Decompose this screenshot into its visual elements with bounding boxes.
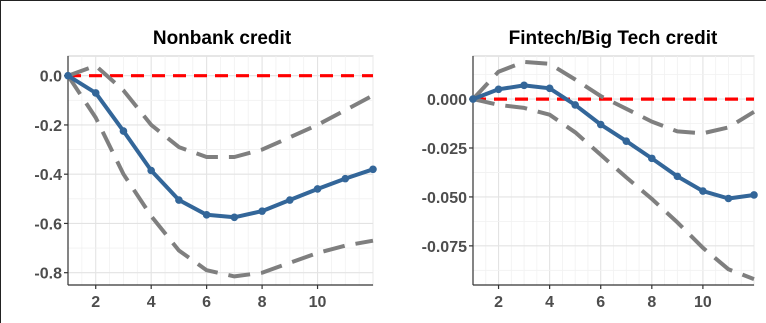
lower-band-series-line	[66, 74, 374, 279]
estimate-point	[494, 85, 503, 94]
estimate-point	[520, 81, 528, 90]
estimate-point	[64, 71, 72, 80]
plot-area	[67, 55, 374, 286]
x-tick-label: 10	[694, 294, 712, 311]
chart-title: Nonbank credit	[153, 28, 292, 49]
y-tick-label: -0.050	[422, 190, 467, 207]
y-tick-label: 0.000	[427, 92, 467, 109]
estimate-point	[147, 166, 155, 175]
estimate-point	[202, 211, 211, 219]
y-tick-label: -0.075	[422, 239, 467, 256]
panel-fintech-bigtech-credit: Fintech/Big Tech credit 0.000 -0.025 -0.05…	[422, 28, 758, 311]
x-tick-label: 2	[494, 294, 503, 311]
estimate-point	[545, 84, 554, 93]
estimate-point	[622, 137, 631, 145]
chart-title: Fintech/Big Tech credit	[509, 28, 718, 49]
estimate-point	[571, 101, 579, 109]
x-tick-label: 8	[647, 294, 656, 311]
y-tick-label: -0.4	[34, 167, 62, 184]
y-tick-label: 0.0	[40, 69, 62, 86]
estimate-point	[469, 95, 477, 103]
estimate-point	[699, 187, 707, 195]
x-tick-label: 4	[545, 294, 554, 311]
x-tick-label: 10	[309, 294, 327, 311]
y-tick-label: -0.025	[422, 141, 467, 158]
estimate-point	[286, 196, 294, 204]
estimate-point	[596, 120, 605, 129]
estimate-point	[673, 172, 682, 181]
lower-band-series-line	[472, 97, 755, 281]
estimate-point	[648, 154, 656, 163]
y-tick-label: -0.2	[34, 118, 62, 135]
estimate-point	[369, 165, 377, 174]
estimate-series-line	[66, 74, 374, 220]
plot-area	[472, 55, 755, 286]
y-tick-label: -0.8	[34, 266, 62, 283]
estimate-point	[119, 127, 128, 135]
panel-nonbank-credit: Nonbank credit 0.0 -0.2 -0.4 -0.6 -0.8 2 4 6 8 10	[34, 28, 377, 311]
x-tick-label: 2	[91, 294, 100, 311]
estimate-point	[91, 89, 100, 97]
estimate-point	[724, 194, 733, 203]
x-tick-label: 6	[596, 294, 605, 311]
estimate-point	[341, 174, 350, 183]
x-tick-label: 4	[147, 294, 156, 311]
upper-band-series-line	[67, 63, 374, 159]
estimate-point	[230, 213, 239, 222]
estimate-point	[175, 196, 183, 204]
x-tick-label: 8	[258, 294, 267, 311]
estimate-point	[258, 207, 266, 215]
estimate-series-line	[472, 83, 755, 201]
estimate-point	[313, 185, 322, 193]
y-tick-label: -0.6	[34, 216, 62, 233]
estimate-point	[750, 191, 758, 199]
upper-band-series-line	[471, 59, 756, 136]
x-tick-label: 6	[202, 294, 211, 311]
